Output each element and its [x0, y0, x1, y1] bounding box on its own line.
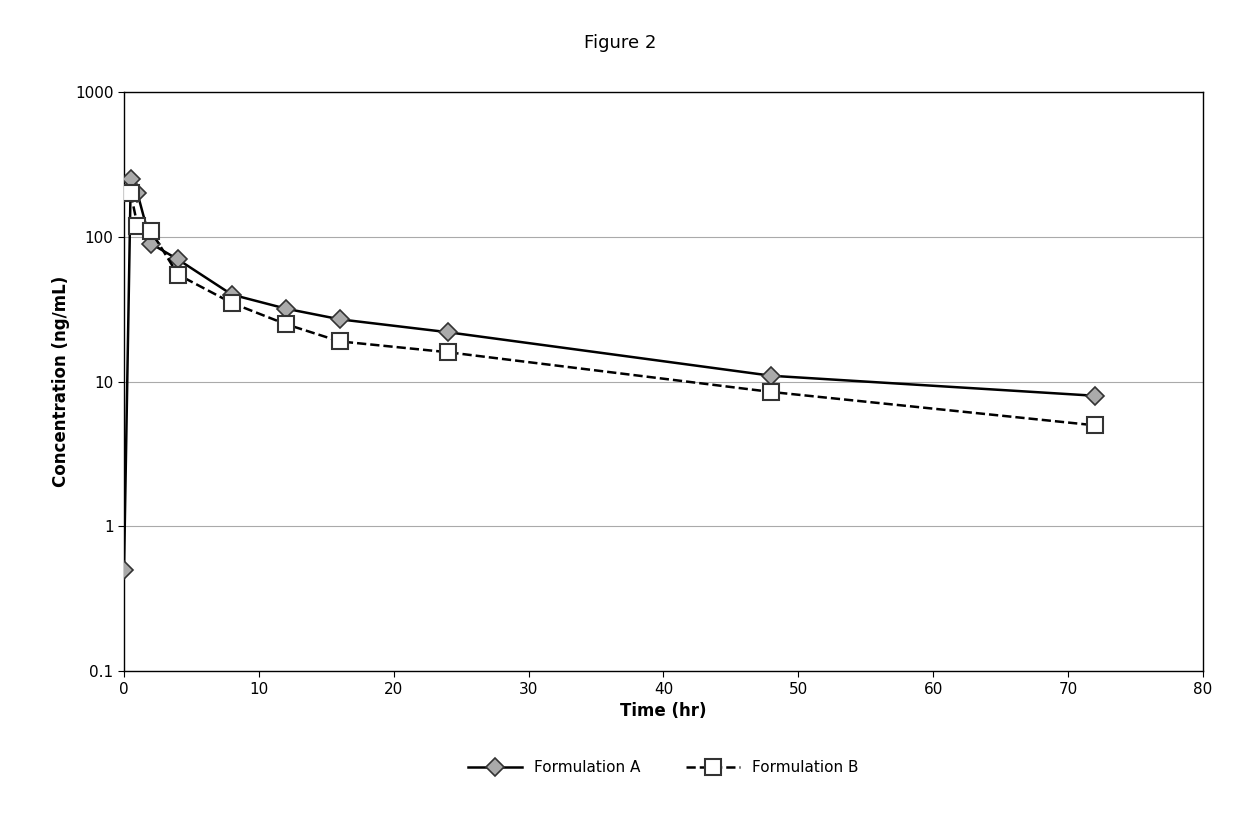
- Y-axis label: Concentration (ng/mL): Concentration (ng/mL): [52, 276, 69, 487]
- Formulation B: [278, 319, 293, 329]
- Legend: Formulation A, Formulation B: Formulation A, Formulation B: [463, 754, 864, 781]
- X-axis label: Time (hr): Time (hr): [620, 702, 707, 720]
- Formulation B: [170, 269, 186, 279]
- Formulation A: [278, 304, 293, 314]
- Formulation A: [440, 327, 455, 337]
- Formulation B: [130, 221, 145, 231]
- Formulation B: [144, 226, 159, 236]
- Formulation A: [170, 254, 186, 264]
- Formulation B: [224, 298, 239, 308]
- Formulation A: [764, 371, 779, 381]
- Formulation B: [440, 347, 455, 357]
- Text: Figure 2: Figure 2: [584, 34, 656, 51]
- Line: Formulation B: Formulation B: [123, 185, 1102, 433]
- Formulation A: [117, 565, 131, 575]
- Formulation B: [764, 387, 779, 397]
- Formulation A: [130, 189, 145, 199]
- Line: Formulation A: Formulation A: [118, 173, 1101, 576]
- Formulation A: [144, 238, 159, 248]
- Formulation B: [332, 336, 347, 347]
- Formulation A: [224, 289, 239, 300]
- Formulation A: [123, 175, 138, 185]
- Formulation A: [1087, 391, 1102, 401]
- Formulation A: [332, 315, 347, 325]
- Formulation B: [123, 189, 138, 199]
- Formulation B: [1087, 420, 1102, 430]
